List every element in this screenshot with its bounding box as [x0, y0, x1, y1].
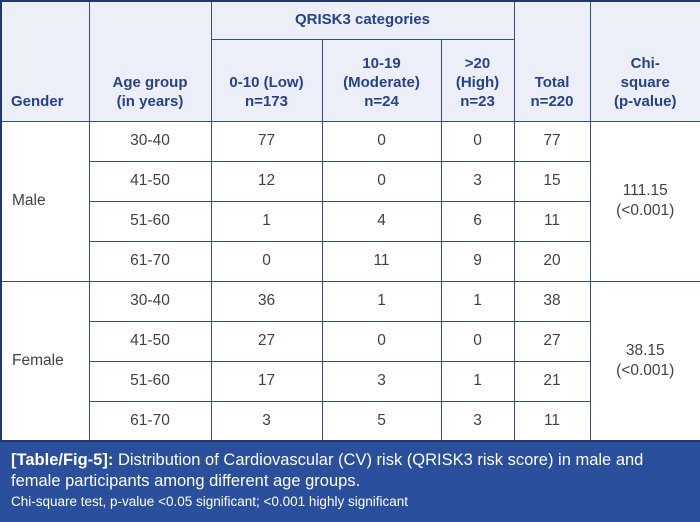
gender-label-male: Male: [0, 120, 90, 282]
high-count-cell: 9: [440, 240, 515, 282]
high-count-cell: 3: [440, 160, 515, 202]
moderate-count-cell: 3: [321, 360, 442, 402]
col-header-gender: Gender: [0, 0, 90, 122]
moderate-count-cell: 0: [321, 120, 442, 162]
high-count-cell: 0: [440, 320, 515, 362]
moderate-count-cell: 11: [321, 240, 442, 282]
table-row: Female 30-40 36 1 1 38 38.15 (<0.001): [0, 280, 700, 442]
high-count-cell: 6: [440, 200, 515, 242]
header-row-categories: 0-10 (Low) n=173 10-19 (Moderate) n=24 >…: [1, 38, 700, 122]
low-count-cell: 12: [210, 160, 323, 202]
table-row: 41-50 27 0 0 27: [1, 320, 700, 362]
total-count-cell: 21: [513, 360, 591, 402]
table-row: 51-60 17 3 1 21: [1, 360, 700, 402]
age-group-cell: 51-60: [88, 360, 212, 402]
table-row: 51-60 1 4 6 11: [1, 200, 700, 242]
total-count-cell: 77: [513, 120, 591, 162]
caption-description: Distribution of Cardiovascular (CV) risk…: [11, 451, 644, 491]
table-header: Gender Age group (in years) QRISK3 categ…: [0, 0, 700, 122]
chi-square-value-female: 38.15 (<0.001): [589, 280, 700, 442]
age-group-cell: 30-40: [88, 120, 212, 162]
high-count-cell: 3: [440, 400, 515, 442]
col-header-qrisk3-categories: QRISK3 categories: [210, 0, 515, 40]
age-group-cell: 61-70: [88, 400, 212, 442]
col-header-chi-square: Chi- square (p-value): [589, 0, 700, 122]
low-count-cell: 77: [210, 120, 323, 162]
moderate-count-cell: 0: [321, 160, 442, 202]
col-header-moderate: 10-19 (Moderate) n=24: [321, 38, 442, 122]
moderate-count-cell: 1: [321, 280, 442, 322]
low-count-cell: 1: [210, 200, 323, 242]
col-header-total: Total n=220: [513, 0, 591, 122]
col-header-high: >20 (High) n=23: [440, 38, 515, 122]
caption-footnote: Chi-square test, p-value <0.05 significa…: [11, 493, 408, 509]
high-count-cell: 0: [440, 120, 515, 162]
caption-label: [Table/Fig-5]:: [11, 451, 114, 469]
col-header-age-group: Age group (in years): [88, 0, 212, 122]
table-row: 61-70 3 5 3 11: [1, 400, 700, 442]
high-count-cell: 1: [440, 360, 515, 402]
low-count-cell: 0: [210, 240, 323, 282]
low-count-cell: 3: [210, 400, 323, 442]
age-group-cell: 30-40: [88, 280, 212, 322]
table-caption: [Table/Fig-5]: Distribution of Cardiovas…: [0, 442, 700, 522]
female-group: Female 30-40 36 1 1 38 38.15 (<0.001) 41…: [0, 280, 700, 442]
header-row-span: Gender Age group (in years) QRISK3 categ…: [0, 0, 700, 122]
age-group-cell: 41-50: [88, 160, 212, 202]
low-count-cell: 27: [210, 320, 323, 362]
moderate-count-cell: 4: [321, 200, 442, 242]
total-count-cell: 20: [513, 240, 591, 282]
table-row: 41-50 12 0 3 15: [1, 160, 700, 202]
col-header-low: 0-10 (Low) n=173: [210, 38, 323, 122]
table-row: Male 30-40 77 0 0 77 111.15 (<0.001): [0, 120, 700, 282]
moderate-count-cell: 5: [321, 400, 442, 442]
total-count-cell: 27: [513, 320, 591, 362]
male-group: Male 30-40 77 0 0 77 111.15 (<0.001) 41-…: [0, 120, 700, 282]
high-count-cell: 1: [440, 280, 515, 322]
caption-text: [Table/Fig-5]: Distribution of Cardiovas…: [11, 450, 689, 493]
total-count-cell: 11: [513, 400, 591, 442]
total-count-cell: 15: [513, 160, 591, 202]
chi-square-value-male: 111.15 (<0.001): [589, 120, 700, 282]
qrisk3-distribution-table: Gender Age group (in years) QRISK3 categ…: [0, 0, 700, 442]
gender-label-female: Female: [0, 280, 90, 442]
age-group-cell: 51-60: [88, 200, 212, 242]
low-count-cell: 36: [210, 280, 323, 322]
age-group-cell: 61-70: [88, 240, 212, 282]
total-count-cell: 11: [513, 200, 591, 242]
total-count-cell: 38: [513, 280, 591, 322]
age-group-cell: 41-50: [88, 320, 212, 362]
low-count-cell: 17: [210, 360, 323, 402]
moderate-count-cell: 0: [321, 320, 442, 362]
